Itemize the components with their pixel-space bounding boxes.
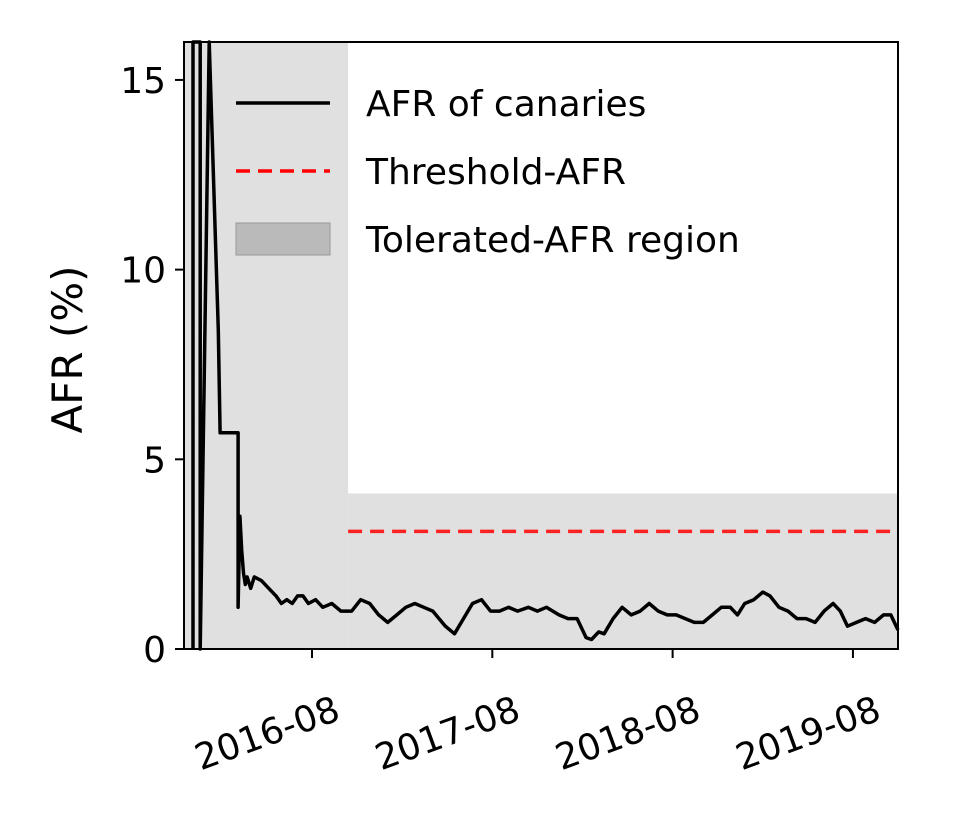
y-tick-label: 10 bbox=[120, 251, 166, 292]
legend-label: Tolerated-AFR region bbox=[365, 220, 740, 261]
series-layer bbox=[191, 40, 900, 651]
y-axis-label: AFR (%) bbox=[43, 265, 92, 433]
x-axis-ticks: 2016-08 2017-08 2018-08 2019-08 bbox=[190, 649, 886, 779]
legend-label: AFR of canaries bbox=[366, 84, 646, 125]
tolerated-afr-regions bbox=[184, 42, 898, 649]
x-tick-label: 2017-08 bbox=[370, 689, 525, 779]
y-tick-label: 0 bbox=[143, 630, 166, 671]
legend: AFR of canaries Threshold-AFR Tolerated-AF… bbox=[235, 84, 740, 261]
y-tick-label: 15 bbox=[120, 61, 166, 102]
x-tick-label: 2019-08 bbox=[731, 689, 886, 779]
tolerated-region-2 bbox=[348, 493, 898, 649]
x-tick-label: 2016-08 bbox=[190, 689, 345, 779]
plot-frame bbox=[183, 41, 899, 650]
legend-region-swatch bbox=[235, 222, 331, 256]
afr-canaries-line bbox=[191, 40, 900, 651]
y-tick-label: 5 bbox=[143, 440, 166, 481]
x-tick-label: 2018-08 bbox=[550, 689, 705, 779]
y-axis-ticks: 0 5 10 15 bbox=[120, 61, 184, 671]
legend-label: Threshold-AFR bbox=[365, 152, 626, 193]
